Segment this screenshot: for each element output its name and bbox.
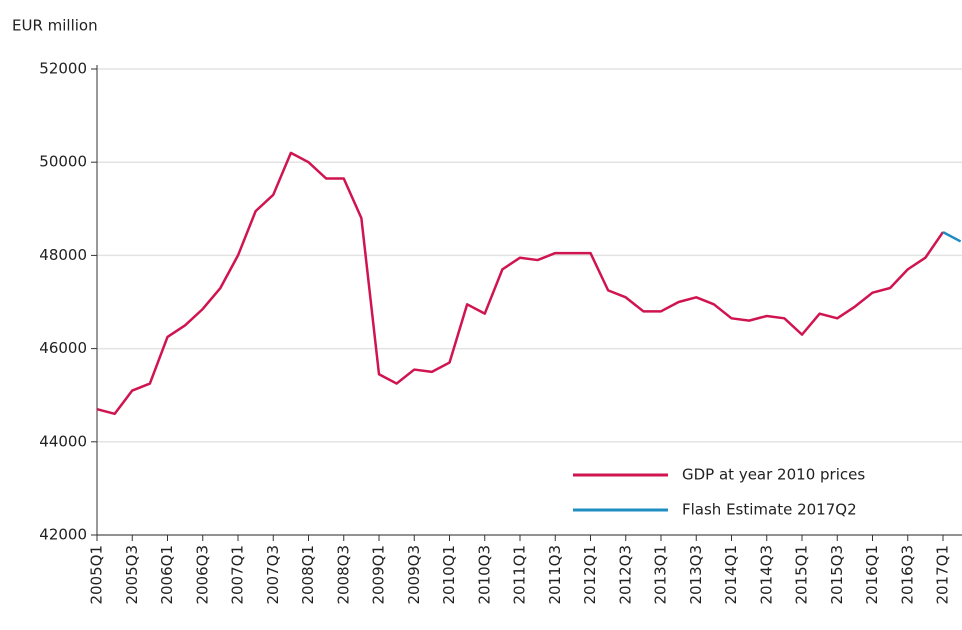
y-axis-label: EUR million bbox=[12, 17, 98, 35]
legend-label: Flash Estimate 2017Q2 bbox=[682, 501, 857, 519]
x-tick-label: 2006Q1 bbox=[158, 545, 176, 605]
x-tick-label: 2014Q1 bbox=[722, 545, 740, 605]
x-tick-label: 2008Q3 bbox=[334, 545, 352, 605]
x-tick-label: 2010Q3 bbox=[475, 545, 493, 605]
y-tick-label: 44000 bbox=[39, 432, 87, 450]
x-tick-label: 2012Q3 bbox=[616, 545, 634, 605]
x-tick-label: 2005Q1 bbox=[88, 545, 106, 605]
x-tick-label: 2013Q1 bbox=[652, 545, 670, 605]
y-tick-label: 52000 bbox=[39, 60, 87, 78]
y-tick-label: 46000 bbox=[39, 339, 87, 357]
x-tick-label: 2011Q3 bbox=[546, 545, 564, 605]
x-tick-label: 2013Q3 bbox=[687, 545, 705, 605]
x-tick-label: 2015Q3 bbox=[828, 545, 846, 605]
x-tick-label: 2007Q1 bbox=[229, 545, 247, 605]
x-tick-label: 2016Q1 bbox=[863, 545, 881, 605]
x-tick-label: 2010Q1 bbox=[440, 545, 458, 605]
x-tick-label: 2008Q1 bbox=[299, 545, 317, 605]
x-tick-label: 2006Q3 bbox=[193, 545, 211, 605]
x-tick-label: 2017Q1 bbox=[934, 545, 952, 605]
x-tick-label: 2009Q1 bbox=[370, 545, 388, 605]
y-tick-label: 50000 bbox=[39, 153, 87, 171]
y-tick-label: 48000 bbox=[39, 246, 87, 264]
legend-label: GDP at year 2010 prices bbox=[682, 466, 865, 484]
series-line bbox=[942, 230, 962, 243]
y-tick-label: 42000 bbox=[39, 526, 87, 544]
x-tick-label: 2005Q3 bbox=[123, 545, 141, 605]
x-tick-label: 2016Q3 bbox=[898, 545, 916, 605]
x-tick-label: 2011Q1 bbox=[511, 545, 529, 605]
x-tick-label: 2015Q1 bbox=[793, 545, 811, 605]
x-tick-label: 2009Q3 bbox=[405, 545, 423, 605]
x-tick-label: 2012Q1 bbox=[581, 545, 599, 605]
series-line bbox=[96, 151, 945, 416]
x-tick-label: 2014Q3 bbox=[757, 545, 775, 605]
x-tick-label: 2007Q3 bbox=[264, 545, 282, 605]
